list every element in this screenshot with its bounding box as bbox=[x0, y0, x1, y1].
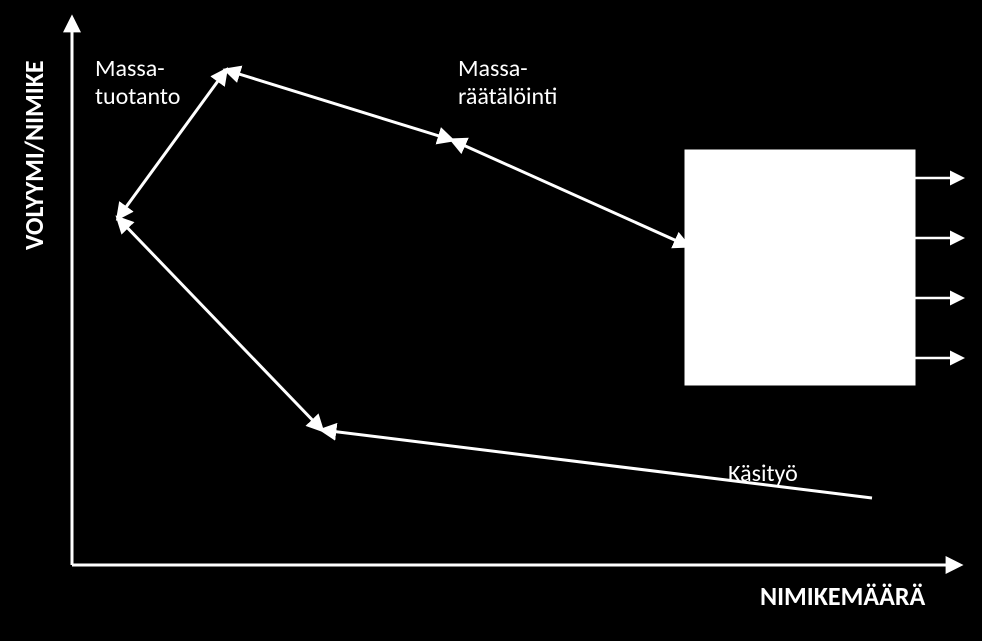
x-axis-label: NIMIKEMÄÄRÄ bbox=[760, 580, 925, 612]
label-massa-raatalointi: Massa- räätälöinti bbox=[458, 55, 557, 110]
diagram-stage: VOLYYMI/NIMIKE NIMIKEMÄÄRÄ Massa- tuotan… bbox=[0, 0, 982, 641]
label-massa-tuotanto: Massa- tuotanto bbox=[95, 55, 180, 110]
y-axis-label: VOLYYMI/NIMIKE bbox=[18, 60, 50, 250]
label-kasityo: Käsityö bbox=[728, 460, 798, 488]
